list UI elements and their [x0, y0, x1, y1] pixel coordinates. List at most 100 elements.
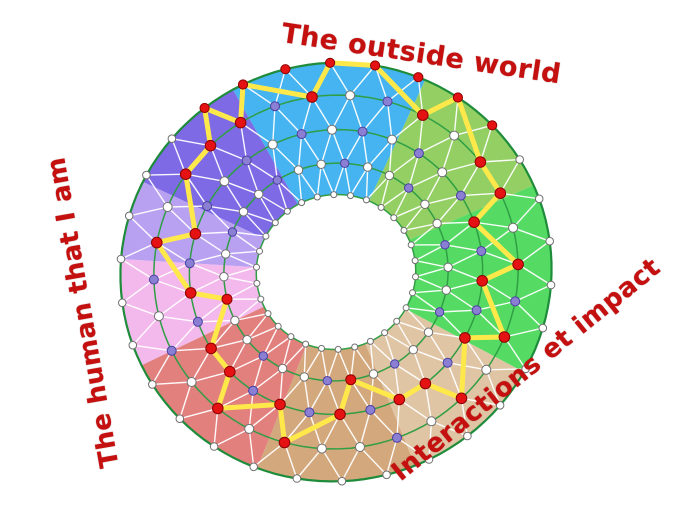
node-purple — [455, 190, 466, 201]
node-red — [474, 156, 487, 168]
node-purple — [390, 359, 400, 369]
node-red — [476, 275, 489, 287]
node-purple — [166, 345, 177, 356]
node-white — [287, 333, 295, 341]
node-purple — [365, 404, 376, 415]
node-white — [407, 241, 415, 249]
node-white — [253, 279, 261, 287]
node-white — [238, 207, 249, 217]
node-white — [277, 363, 288, 374]
node-white — [508, 222, 519, 233]
node-white — [546, 280, 556, 290]
node-red — [205, 342, 217, 355]
node-white — [148, 380, 157, 389]
node-white — [142, 170, 151, 180]
node-white — [221, 249, 231, 259]
node-white — [162, 202, 173, 212]
node-white — [521, 364, 530, 374]
node-white — [424, 455, 434, 464]
node-white — [426, 416, 437, 427]
node-white — [253, 263, 260, 271]
node-purple — [258, 351, 268, 361]
node-white — [393, 317, 401, 325]
node-white — [244, 423, 255, 434]
node-white — [366, 337, 374, 345]
node-purple — [184, 258, 195, 269]
node-white — [538, 323, 548, 333]
node-white — [423, 327, 434, 337]
node-white — [381, 329, 389, 337]
node-purple — [322, 376, 332, 386]
node-red — [345, 374, 357, 386]
node-white — [118, 298, 127, 308]
node-white — [409, 289, 416, 297]
node-white — [345, 90, 356, 101]
node-red — [199, 102, 210, 114]
node-red — [468, 216, 480, 228]
node-white — [534, 194, 544, 204]
node-white — [347, 192, 354, 200]
node-white — [316, 443, 327, 454]
node-white — [186, 377, 197, 387]
node-purple — [148, 274, 159, 285]
node-white — [209, 442, 219, 451]
mesh-lines — [120, 62, 552, 482]
sector-tan-light — [365, 309, 524, 466]
sector-pink — [120, 259, 265, 366]
node-white — [362, 196, 370, 204]
node-purple — [392, 432, 402, 443]
node-white — [412, 273, 419, 281]
node-white — [400, 226, 408, 234]
node-white — [302, 340, 310, 348]
node-white — [274, 322, 282, 330]
node-white — [377, 203, 385, 211]
node-white — [254, 189, 264, 200]
node-white — [384, 170, 395, 181]
node-red — [512, 258, 524, 271]
node-purple — [202, 201, 213, 212]
node-white — [264, 310, 272, 318]
node-red — [151, 236, 163, 249]
node-red — [278, 436, 291, 449]
node-purple — [440, 240, 450, 250]
node-white — [219, 176, 230, 187]
node-white — [293, 165, 304, 175]
node-white — [313, 193, 321, 201]
node-purple — [442, 357, 453, 368]
node-white — [124, 211, 134, 221]
node-purple — [476, 246, 487, 257]
node-white — [387, 134, 397, 145]
node-white — [368, 369, 379, 379]
node-white — [299, 372, 309, 382]
node-white — [437, 167, 448, 178]
node-white — [355, 442, 365, 452]
node-red — [413, 72, 424, 83]
node-red — [184, 287, 197, 299]
node-white — [390, 214, 398, 222]
node-red — [234, 116, 247, 129]
node-white — [292, 474, 302, 483]
node-white — [463, 431, 472, 441]
node-white — [449, 130, 460, 141]
node-white — [351, 343, 359, 351]
node-white — [242, 335, 252, 345]
node-white — [443, 262, 453, 272]
node-white — [363, 162, 373, 172]
node-purple — [434, 307, 445, 317]
node-white — [337, 476, 347, 486]
node-white — [116, 254, 126, 264]
node-purple — [404, 183, 414, 193]
node-red — [179, 168, 192, 180]
node-red — [417, 109, 429, 121]
node-purple — [270, 101, 280, 112]
node-red — [325, 57, 336, 68]
node-purple — [192, 316, 203, 327]
node-red — [280, 64, 291, 75]
node-white — [128, 340, 138, 350]
node-white — [545, 236, 555, 246]
node-white — [249, 462, 258, 472]
node-purple — [471, 305, 482, 316]
node-white — [267, 139, 278, 150]
node-white — [271, 219, 279, 227]
